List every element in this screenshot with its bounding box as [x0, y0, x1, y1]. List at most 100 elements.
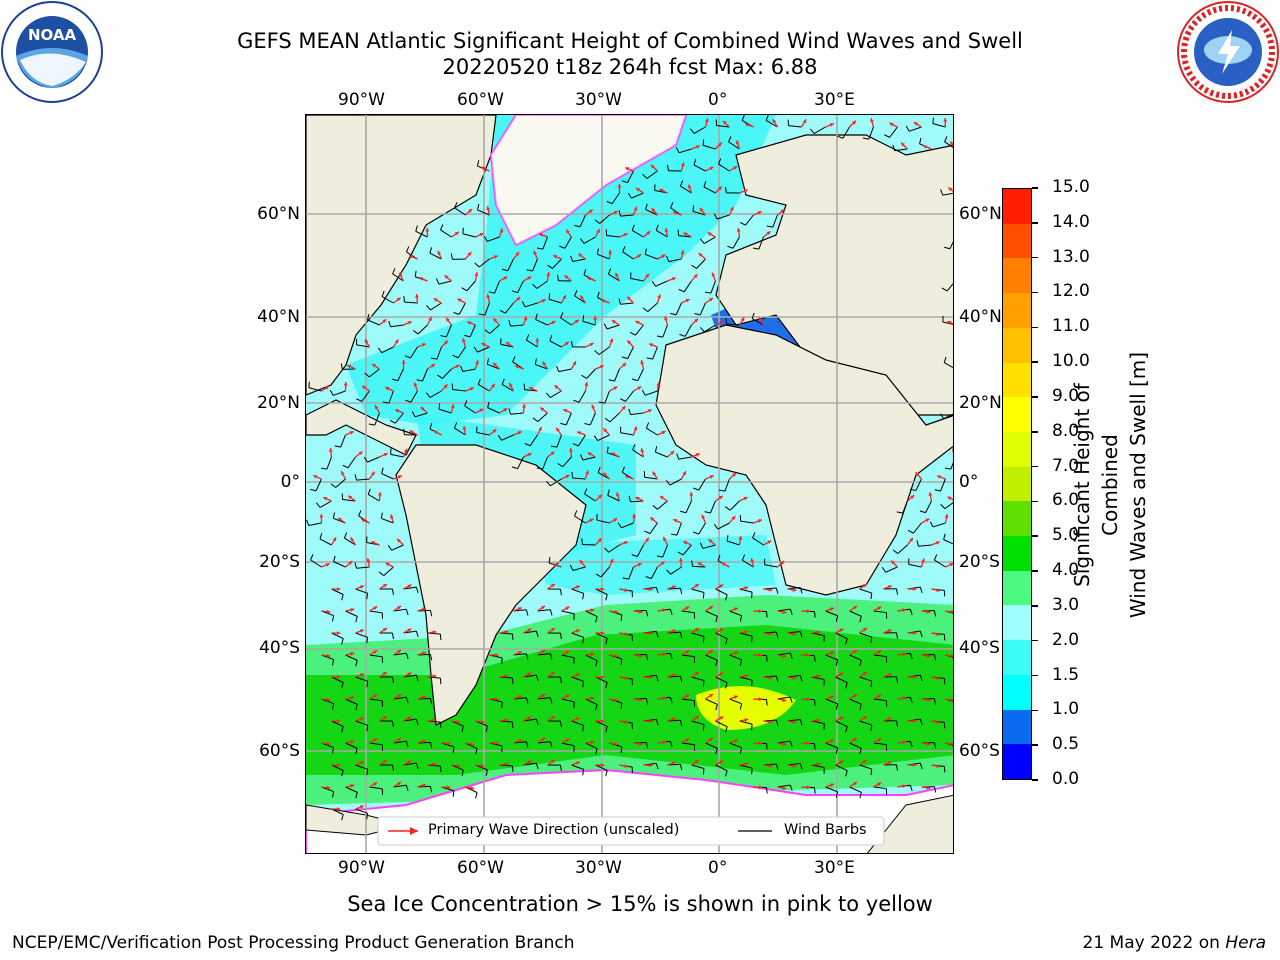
lat-label-right: 20°S	[959, 552, 1000, 572]
wind-barb-tick	[909, 697, 913, 704]
wind-barb-tick	[511, 633, 514, 641]
wind-barb	[943, 362, 953, 369]
wave-direction-arrowhead	[366, 558, 371, 562]
wave-direction-arrowhead	[736, 228, 741, 232]
wave-direction-arrowhead	[550, 583, 555, 588]
wave-direction-arrowhead	[889, 122, 894, 127]
wind-barb-tick	[919, 137, 922, 144]
wave-direction-arrowhead	[399, 272, 403, 277]
wind-barb-tick	[582, 725, 585, 732]
colorbar-tick	[1032, 431, 1038, 433]
wave-direction-arrowhead	[912, 631, 917, 635]
wave-direction-arrowhead	[407, 321, 412, 325]
lat-label-left: 60°N	[257, 204, 300, 224]
wind-barb-tick	[895, 764, 899, 771]
wave-direction-arrowhead	[596, 229, 600, 234]
wind-barb-tick	[679, 333, 686, 337]
wind-barb	[949, 241, 953, 250]
wind-barb	[422, 368, 428, 382]
wave-direction-arrowhead	[816, 674, 821, 679]
wind-barb	[510, 412, 524, 415]
wave-direction-arrowhead	[719, 628, 724, 632]
wind-barb	[438, 408, 452, 414]
colorbar-tick	[1032, 709, 1038, 712]
wind-barb-tick	[645, 698, 649, 705]
lon-label-bottom: 0°	[708, 858, 728, 878]
wave-direction-arrowhead	[633, 206, 638, 211]
wave-direction-arrowhead	[564, 275, 569, 280]
wave-direction-arrowhead	[433, 298, 438, 302]
colorbar-title-line2: Wind Waves and Swell [m]	[1126, 351, 1150, 619]
wave-direction-arrowhead	[792, 720, 797, 724]
wind-barb-tick	[679, 180, 684, 187]
wave-direction-arrowhead	[328, 448, 333, 452]
colorbar-tick-label: 0.5	[1052, 734, 1080, 755]
wind-barb-tick	[895, 588, 899, 595]
wave-direction-arrowhead	[923, 145, 928, 149]
wind-barb	[442, 368, 452, 379]
wave-direction-arrowhead	[750, 558, 755, 563]
wind-barb-tick	[605, 594, 608, 601]
wind-barb	[457, 346, 466, 359]
wind-barb-tick	[526, 269, 533, 272]
wind-barb	[691, 676, 705, 681]
wind-barb	[331, 676, 344, 683]
wind-barb	[925, 500, 932, 513]
wind-barb	[740, 520, 754, 524]
wind-barb-tick	[702, 680, 705, 687]
wind-barb	[403, 674, 417, 678]
wave-direction-arrowhead	[758, 785, 763, 790]
wind-barb-tick	[476, 160, 480, 167]
lon-label-top: 90°W	[338, 90, 385, 110]
wind-barb-tick	[618, 210, 621, 217]
wave-direction-arrowhead	[479, 408, 484, 413]
wind-barb	[391, 544, 404, 551]
wave-direction-arrowhead	[912, 719, 917, 723]
wind-barb	[934, 559, 946, 568]
wind-barb-tick	[655, 675, 659, 682]
colorbar-segment	[1003, 605, 1031, 641]
wind-barb	[849, 654, 862, 661]
wind-barb	[692, 210, 706, 216]
wave-direction-arrowhead	[503, 276, 508, 281]
wave-direction-arrowhead	[624, 764, 629, 768]
wave-direction-arrowhead	[516, 297, 521, 301]
wind-barb	[345, 786, 358, 793]
wave-direction-arrowhead	[617, 184, 622, 188]
wind-barb-tick	[333, 555, 336, 562]
wave-direction-arrowhead	[647, 409, 652, 413]
wind-barb-tick	[654, 446, 658, 453]
wind-barb-tick	[605, 682, 608, 689]
wind-barb-tick	[549, 697, 553, 704]
wind-barb	[932, 522, 946, 528]
wind-barb-tick	[669, 609, 673, 616]
wind-barb-tick	[919, 763, 923, 770]
wave-direction-arrowhead	[359, 717, 364, 721]
wind-barb-tick	[332, 791, 335, 798]
wave-direction-arrowhead	[565, 694, 570, 699]
wind-barb-tick	[739, 747, 743, 754]
wind-barb	[678, 148, 692, 154]
wave-direction-arrowhead	[672, 761, 676, 766]
wind-barb	[726, 540, 740, 546]
colorbar-tick	[1032, 187, 1038, 189]
wind-barb-tick	[909, 741, 913, 748]
wind-barb-tick	[453, 311, 460, 315]
wave-direction-arrowhead	[587, 277, 592, 281]
wind-barb	[859, 676, 872, 682]
lat-label-right: 20°N	[959, 393, 1002, 413]
wind-barb	[381, 473, 394, 480]
wave-direction-arrowhead	[373, 650, 378, 654]
wind-barb	[678, 235, 692, 238]
wind-barb	[393, 696, 407, 700]
wave-direction-arrowhead	[493, 362, 497, 367]
wave-direction-arrowhead	[603, 472, 607, 477]
wave-direction-arrowhead	[359, 761, 364, 765]
wave-direction-arrowhead	[479, 232, 484, 237]
wind-barb-tick	[437, 374, 443, 379]
wind-barb-tick	[870, 681, 873, 688]
wave-direction-arrowhead	[947, 496, 952, 501]
wave-direction-arrowhead	[432, 674, 437, 679]
wave-direction-arrowhead	[926, 741, 931, 746]
wave-direction-arrowhead	[682, 471, 687, 476]
